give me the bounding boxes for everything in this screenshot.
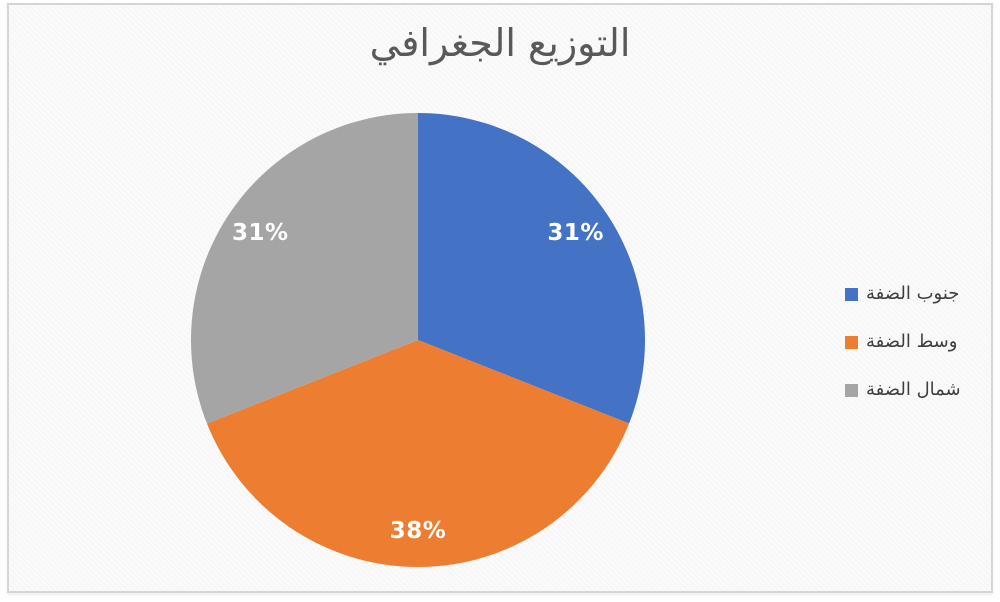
legend-label-north-bank: شمال الضفة	[866, 379, 961, 400]
legend-label-south-bank: جنوب الضفة	[866, 283, 960, 304]
legend-item-central-bank[interactable]: وسط الضفة	[845, 329, 961, 355]
pie-slice-south-bank[interactable]	[418, 113, 645, 424]
legend-swatch-north-bank-icon	[845, 383, 858, 397]
legend-swatch-south-bank-icon	[845, 287, 858, 301]
legend-swatch-central-bank-icon	[845, 335, 858, 349]
chart-title: التوزيع الجغرافي	[369, 21, 631, 65]
pie-data-label-south-bank: 31%	[547, 219, 604, 246]
pie-slice-central-bank[interactable]	[206, 340, 630, 567]
legend-item-north-bank[interactable]: شمال الضفة	[845, 377, 961, 403]
chart-legend: جنوب الضفة وسط الضفة شمال الضفة	[845, 281, 961, 425]
legend-item-south-bank[interactable]: جنوب الضفة	[845, 281, 961, 307]
pie-data-label-central-bank: 38%	[389, 517, 447, 544]
pie-slice-north-bank[interactable]	[191, 113, 418, 424]
pie-data-label-north-bank: 31%	[232, 219, 289, 246]
legend-label-central-bank: وسط الضفة	[866, 331, 958, 352]
